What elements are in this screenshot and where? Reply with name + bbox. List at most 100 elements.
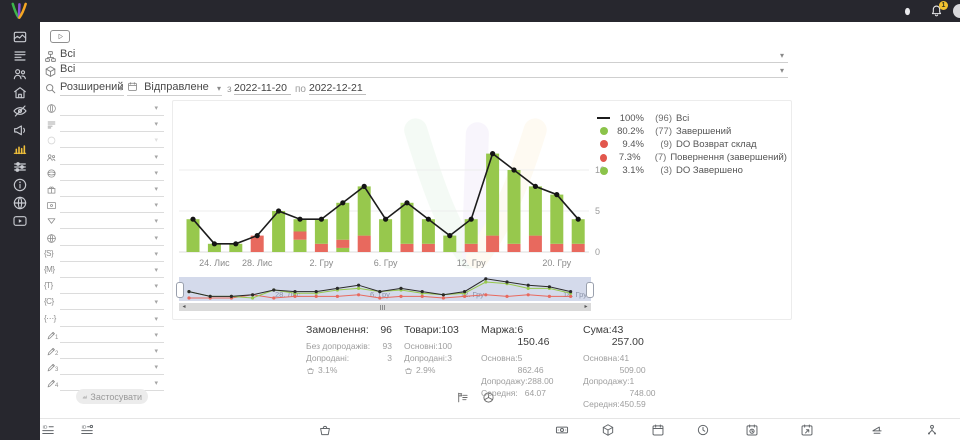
- bar-segment[interactable]: [336, 202, 350, 240]
- bar-segment[interactable]: [486, 235, 500, 252]
- legend-item[interactable]: 7.3% (7) Повернення (завершений): [597, 152, 787, 164]
- bar-segment[interactable]: [507, 243, 521, 252]
- search-mode-select[interactable]: Розширений ▾: [60, 81, 124, 96]
- bar-segment[interactable]: [528, 235, 542, 252]
- chevron-down-icon: ▾: [154, 380, 158, 388]
- legend-item[interactable]: 3.1% (3) DO Завершено: [597, 165, 787, 177]
- product-filter-select[interactable]: Всі ▾: [60, 63, 788, 78]
- bar-segment[interactable]: [421, 219, 435, 244]
- bar-segment[interactable]: [421, 243, 435, 252]
- calendar-icon[interactable]: [651, 423, 665, 437]
- bar-segment[interactable]: [293, 239, 307, 252]
- bar-segment[interactable]: [314, 243, 328, 252]
- bar-segment[interactable]: [314, 219, 328, 244]
- ramp-icon[interactable]: [870, 423, 884, 437]
- filter-select-pencil-1[interactable]: 1 ▾: [44, 328, 164, 344]
- date-field-select[interactable]: Відправлене ▾: [127, 81, 222, 96]
- bar-segment[interactable]: [293, 231, 307, 240]
- filter-select-status-list[interactable]: ▾: [44, 117, 164, 133]
- scrollbar-grip[interactable]: [380, 304, 385, 310]
- banknote-icon[interactable]: [555, 423, 569, 437]
- date-from-input[interactable]: 2022-11-20: [234, 82, 291, 95]
- date-to-input[interactable]: 2022-12-21: [309, 82, 366, 95]
- sidebar-item-analytics[interactable]: [12, 140, 28, 156]
- sidebar-item-banner[interactable]: [12, 29, 28, 45]
- basket-icon[interactable]: [318, 423, 332, 437]
- theme-toggle-icon[interactable]: [902, 5, 913, 18]
- package-icon[interactable]: [601, 423, 615, 437]
- bar-segment[interactable]: [293, 219, 307, 232]
- orders-log-toggle-icon[interactable]: [456, 391, 469, 404]
- products-toggle-icon[interactable]: [482, 391, 495, 404]
- sidebar-item-video-tutorials[interactable]: [12, 213, 28, 229]
- bar-segment[interactable]: [272, 211, 286, 252]
- hierarchy-icon[interactable]: [925, 423, 939, 437]
- bar-segment[interactable]: [336, 247, 350, 252]
- chart-scrollbar[interactable]: ◂ ▸: [179, 303, 591, 311]
- sidebar-item-marketplace[interactable]: [12, 85, 28, 101]
- bar-segment[interactable]: [400, 243, 414, 252]
- filter-select-tag-m[interactable]: {M} ▾: [44, 263, 164, 279]
- filter-select-funnel[interactable]: ▾: [44, 214, 164, 230]
- filter-select-users-group[interactable]: ▾: [44, 150, 164, 166]
- legend-item[interactable]: 9.4% (9) DO Возврат склад: [597, 138, 787, 150]
- filter-select-globe[interactable]: ▾: [44, 231, 164, 247]
- app-logo-icon[interactable]: [9, 1, 29, 21]
- bar-segment[interactable]: [571, 243, 585, 252]
- calendar-arrow-icon[interactable]: [800, 423, 814, 437]
- bar-segment[interactable]: [207, 243, 221, 252]
- legend-item[interactable]: 80.2% (77) Завершений: [597, 125, 787, 137]
- sidebar-item-customers[interactable]: [12, 66, 28, 82]
- legend-item[interactable]: 100% (96) Всі: [597, 112, 787, 124]
- calendar-clock-icon[interactable]: [745, 423, 759, 437]
- filter-select-globe-meridian[interactable]: ▾: [44, 101, 164, 117]
- notifications-bell-icon[interactable]: [929, 3, 944, 18]
- bar-segment[interactable]: [400, 202, 414, 244]
- bar-segment[interactable]: [250, 235, 264, 252]
- bar-segment[interactable]: [186, 219, 200, 252]
- scroll-left-icon[interactable]: ◂: [182, 304, 186, 310]
- tour-play-button[interactable]: [50, 30, 70, 43]
- filter-select-circle[interactable]: ▾: [44, 133, 164, 149]
- filter-select-sphere[interactable]: ▾: [44, 166, 164, 182]
- avatar[interactable]: [953, 4, 960, 18]
- bar-segment[interactable]: [357, 186, 371, 236]
- filter-select-tag-s[interactable]: {S} ▾: [44, 247, 164, 263]
- sidebar-item-announce[interactable]: [12, 122, 28, 138]
- sidebar-item-info[interactable]: [12, 177, 28, 193]
- minimap-selection[interactable]: [179, 277, 591, 301]
- sidebar-item-globe[interactable]: [12, 195, 28, 211]
- filter-select-gift[interactable]: ▾: [44, 182, 164, 198]
- scroll-right-icon[interactable]: ▸: [584, 304, 588, 310]
- gift-icon: [46, 184, 57, 195]
- filter-select-pencil-2[interactable]: 2 ▾: [44, 344, 164, 360]
- bar-segment[interactable]: [379, 219, 393, 252]
- bar-segment[interactable]: [357, 235, 371, 252]
- bar-segment[interactable]: [464, 243, 478, 252]
- bar-segment[interactable]: [550, 243, 564, 252]
- bar-segment[interactable]: [486, 153, 500, 236]
- id-circle-icon[interactable]: ID: [80, 423, 94, 437]
- apply-button[interactable]: Застосувати: [76, 389, 148, 404]
- filter-select-tag-t[interactable]: {T} ▾: [44, 279, 164, 295]
- bar-segment[interactable]: [229, 243, 243, 252]
- minimap-right-handle[interactable]: [586, 282, 594, 298]
- sidebar-item-settings-sliders[interactable]: [12, 159, 28, 175]
- bar-segment[interactable]: [443, 235, 457, 252]
- filter-select-tag-dots[interactable]: {⋯} ▾: [44, 312, 164, 328]
- bar-segment[interactable]: [464, 219, 478, 244]
- group-filter-select[interactable]: Всі ▾: [60, 48, 788, 63]
- minimap-left-handle[interactable]: [176, 282, 184, 298]
- bar-segment[interactable]: [571, 219, 585, 244]
- clock-icon[interactable]: [696, 423, 710, 437]
- bar-segment[interactable]: [550, 194, 564, 244]
- sidebar-item-eye-off[interactable]: [12, 103, 28, 119]
- bar-segment[interactable]: [336, 239, 350, 248]
- sidebar-item-orders-list[interactable]: [12, 48, 28, 64]
- filter-select-screen[interactable]: ▾: [44, 198, 164, 214]
- id-lines-icon[interactable]: ID: [41, 423, 55, 437]
- filter-select-tag-c[interactable]: {C} ▾: [44, 295, 164, 311]
- filter-select-pencil-3[interactable]: 3 ▾: [44, 360, 164, 376]
- bar-segment[interactable]: [528, 186, 542, 236]
- bar-segment[interactable]: [507, 170, 521, 244]
